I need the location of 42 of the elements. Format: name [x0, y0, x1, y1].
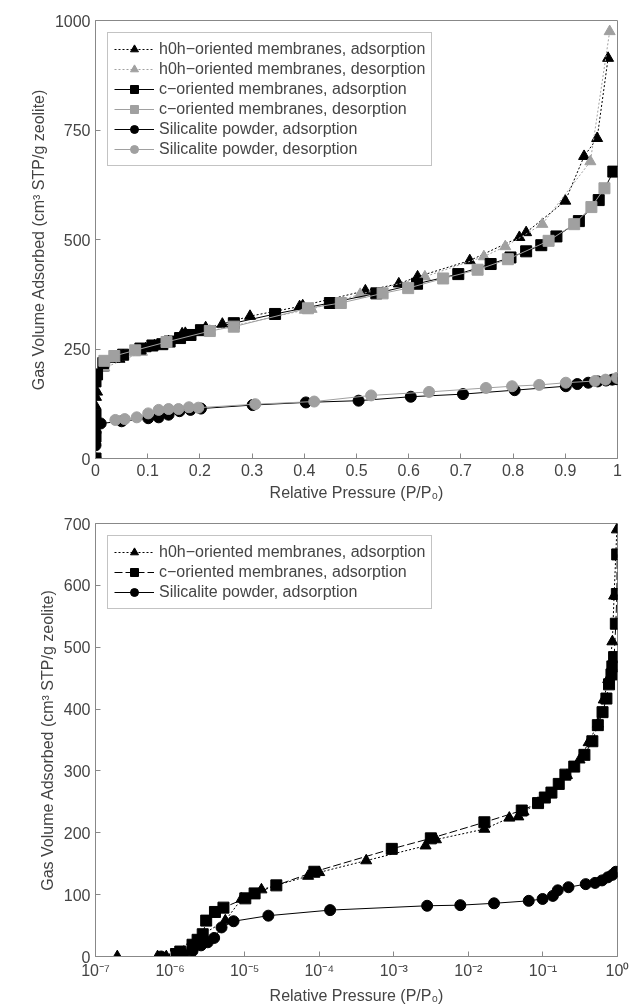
y-tick-label: 500	[63, 231, 91, 249]
x-tick-label: 1	[613, 461, 623, 479]
x-tick-label: 0.4	[293, 461, 316, 479]
y-axis-title: Gas Volume Adsorbed (cm³ STP/g zeolite)	[29, 89, 47, 391]
legend-label: c−oriented membranes, desorption	[159, 100, 407, 118]
x-tick-label: 10⁻⁴	[304, 961, 335, 979]
legend-label: h0h−oriented membranes, adsorption	[159, 40, 426, 58]
y-tick-label: 750	[63, 122, 91, 139]
x-tick-label: 0.9	[554, 461, 577, 479]
y-axis-title: Gas Volume Adsorbed (cm³ STP/g zeolite)	[38, 590, 56, 891]
legend-label: Silicalite powder, adsorption	[159, 120, 358, 138]
legend-label: h0h−oriented membranes, desorption	[159, 60, 426, 78]
x-tick-label: 0.1	[136, 461, 159, 479]
y-tick-label: 600	[63, 577, 91, 595]
y-tick-label: 400	[63, 701, 91, 719]
y-tick-label: 250	[63, 341, 91, 358]
x-tick-label: 10⁻⁵	[229, 961, 260, 979]
legend-label: c−oriented membranes, adsorption	[159, 80, 407, 98]
y-tick-label: 300	[63, 762, 91, 780]
x-tick-label: 0.8	[501, 461, 525, 479]
x-tick-label: 0.5	[345, 461, 368, 479]
y-tick-label: 1000	[54, 12, 91, 30]
y-tick-label: 700	[63, 515, 91, 533]
y-tick-label: 500	[63, 639, 91, 657]
legend-label: h0h−oriented membranes, adsorption	[159, 543, 426, 561]
x-tick-label: 10⁻³	[379, 961, 409, 979]
x-tick-label: 10⁻⁶	[155, 961, 185, 979]
legend-label: Silicalite powder, desorption	[159, 140, 358, 158]
x-tick-label: 0.3	[240, 461, 264, 479]
x-tick-label: 10⁻¹	[528, 961, 557, 979]
x-tick-label: 10⁰	[605, 961, 629, 979]
x-tick-label: 0.7	[449, 461, 473, 479]
y-tick-label: 0	[81, 450, 91, 468]
y-tick-label: 100	[63, 886, 91, 904]
x-tick-label: 10⁻²	[454, 961, 484, 979]
x-tick-label: 0.6	[397, 461, 420, 479]
legend-label: c−oriented membranes, adsorption	[159, 563, 407, 581]
x-tick-label: 0.2	[188, 461, 212, 479]
x-axis-title: Relative Pressure (P/P₀)	[269, 483, 444, 501]
x-axis-title: Relative Pressure (P/P₀)	[269, 986, 444, 1004]
y-tick-label: 200	[63, 824, 91, 842]
legend-label: Silicalite powder, adsorption	[159, 583, 358, 601]
